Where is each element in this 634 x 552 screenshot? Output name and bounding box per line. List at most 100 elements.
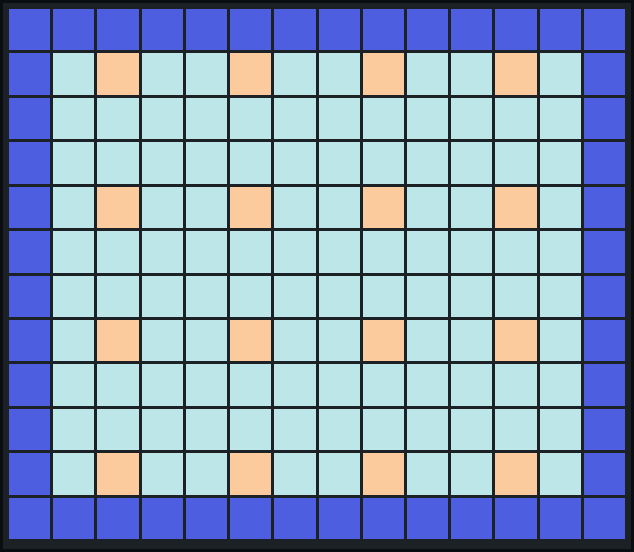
floor-cell[interactable] [53, 186, 95, 229]
floor-cell[interactable] [406, 408, 449, 451]
floor-cell[interactable] [274, 53, 316, 95]
floor-cell[interactable] [141, 97, 183, 140]
floor-cell[interactable] [318, 364, 360, 406]
floor-cell[interactable] [274, 186, 316, 229]
marker-cell[interactable] [97, 453, 139, 495]
floor-cell[interactable] [451, 231, 493, 273]
floor-cell[interactable] [318, 142, 360, 184]
floor-cell[interactable] [406, 319, 449, 362]
floor-cell[interactable] [274, 142, 316, 184]
floor-cell[interactable] [274, 231, 316, 273]
floor-cell[interactable] [141, 453, 183, 495]
floor-cell[interactable] [451, 142, 493, 184]
floor-cell[interactable] [539, 364, 581, 406]
floor-cell[interactable] [406, 142, 449, 184]
floor-cell[interactable] [53, 364, 95, 406]
floor-cell[interactable] [495, 97, 537, 140]
floor-cell[interactable] [318, 453, 360, 495]
floor-cell[interactable] [539, 53, 581, 95]
floor-cell[interactable] [97, 408, 139, 451]
floor-cell[interactable] [141, 186, 183, 229]
floor-cell[interactable] [185, 453, 228, 495]
floor-cell[interactable] [406, 97, 449, 140]
floor-cell[interactable] [362, 231, 404, 273]
floor-cell[interactable] [185, 97, 228, 140]
floor-cell[interactable] [185, 364, 228, 406]
floor-cell[interactable] [451, 453, 493, 495]
floor-cell[interactable] [451, 186, 493, 229]
floor-cell[interactable] [318, 97, 360, 140]
floor-cell[interactable] [230, 275, 272, 317]
floor-cell[interactable] [185, 319, 228, 362]
floor-cell[interactable] [539, 275, 581, 317]
floor-cell[interactable] [539, 453, 581, 495]
floor-cell[interactable] [141, 364, 183, 406]
marker-cell[interactable] [230, 186, 272, 229]
floor-cell[interactable] [185, 142, 228, 184]
floor-cell[interactable] [539, 408, 581, 451]
floor-cell[interactable] [451, 408, 493, 451]
marker-cell[interactable] [362, 453, 404, 495]
floor-cell[interactable] [318, 408, 360, 451]
floor-cell[interactable] [97, 142, 139, 184]
floor-cell[interactable] [451, 97, 493, 140]
floor-cell[interactable] [141, 231, 183, 273]
marker-cell[interactable] [97, 53, 139, 95]
floor-cell[interactable] [274, 408, 316, 451]
floor-cell[interactable] [141, 319, 183, 362]
marker-cell[interactable] [495, 453, 537, 495]
floor-cell[interactable] [274, 319, 316, 362]
marker-cell[interactable] [362, 186, 404, 229]
floor-cell[interactable] [495, 364, 537, 406]
floor-cell[interactable] [451, 53, 493, 95]
floor-cell[interactable] [362, 408, 404, 451]
marker-cell[interactable] [495, 319, 537, 362]
floor-cell[interactable] [539, 97, 581, 140]
floor-cell[interactable] [97, 275, 139, 317]
floor-cell[interactable] [230, 97, 272, 140]
marker-cell[interactable] [362, 53, 404, 95]
floor-cell[interactable] [185, 408, 228, 451]
floor-cell[interactable] [362, 97, 404, 140]
floor-cell[interactable] [230, 408, 272, 451]
floor-cell[interactable] [97, 97, 139, 140]
floor-cell[interactable] [53, 319, 95, 362]
floor-cell[interactable] [451, 364, 493, 406]
marker-cell[interactable] [495, 53, 537, 95]
floor-cell[interactable] [495, 275, 537, 317]
floor-cell[interactable] [53, 97, 95, 140]
floor-cell[interactable] [185, 275, 228, 317]
floor-cell[interactable] [318, 231, 360, 273]
floor-cell[interactable] [141, 408, 183, 451]
marker-cell[interactable] [230, 319, 272, 362]
floor-cell[interactable] [539, 319, 581, 362]
floor-cell[interactable] [185, 186, 228, 229]
floor-cell[interactable] [318, 275, 360, 317]
floor-cell[interactable] [230, 142, 272, 184]
marker-cell[interactable] [230, 53, 272, 95]
floor-cell[interactable] [53, 408, 95, 451]
floor-cell[interactable] [539, 186, 581, 229]
floor-cell[interactable] [318, 319, 360, 362]
floor-cell[interactable] [185, 53, 228, 95]
floor-cell[interactable] [406, 453, 449, 495]
floor-cell[interactable] [406, 275, 449, 317]
floor-cell[interactable] [274, 97, 316, 140]
floor-cell[interactable] [141, 142, 183, 184]
floor-cell[interactable] [141, 275, 183, 317]
floor-cell[interactable] [97, 364, 139, 406]
floor-cell[interactable] [539, 142, 581, 184]
floor-cell[interactable] [539, 231, 581, 273]
marker-cell[interactable] [495, 186, 537, 229]
floor-cell[interactable] [406, 364, 449, 406]
marker-cell[interactable] [97, 319, 139, 362]
floor-cell[interactable] [318, 53, 360, 95]
floor-cell[interactable] [362, 275, 404, 317]
floor-cell[interactable] [53, 231, 95, 273]
marker-cell[interactable] [230, 453, 272, 495]
floor-cell[interactable] [406, 53, 449, 95]
floor-cell[interactable] [230, 231, 272, 273]
floor-cell[interactable] [53, 453, 95, 495]
floor-cell[interactable] [495, 142, 537, 184]
floor-cell[interactable] [53, 142, 95, 184]
